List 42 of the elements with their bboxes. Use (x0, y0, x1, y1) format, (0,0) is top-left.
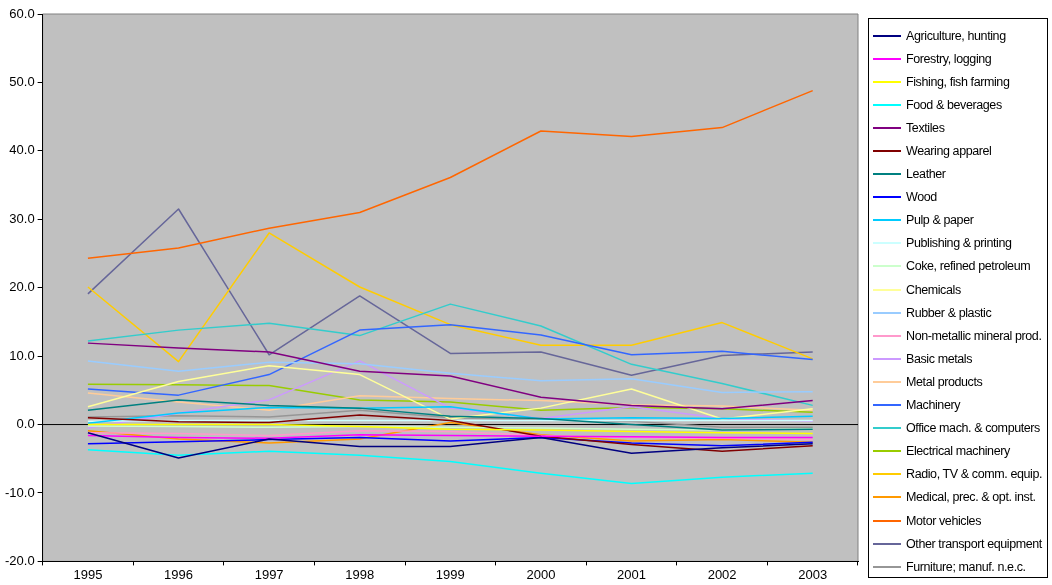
y-tick-label: 50.0 (9, 74, 35, 89)
x-tick-label: 2000 (526, 566, 556, 582)
y-tick-label: 10.0 (9, 347, 35, 363)
y-tick-label: -20.0 (4, 552, 35, 568)
legend-label: Furniture; manuf. n.e.c. (906, 559, 1026, 574)
legend-label: Wood (906, 190, 937, 205)
legend-label: Basic metals (906, 351, 973, 366)
legend-label: Office mach. & computers (906, 421, 1040, 436)
x-tick-label: 1997 (254, 566, 284, 582)
legend-label: Textiles (906, 120, 945, 135)
x-tick-label: 2001 (617, 566, 646, 582)
x-tick-label: 1996 (164, 566, 193, 582)
legend-label: Publishing & printing (906, 236, 1012, 251)
x-tick-label: 1999 (435, 566, 465, 582)
legend-label: Chemicals (906, 282, 961, 297)
legend-label: Motor vehicles (906, 513, 981, 528)
legend-label: Medical, prec. & opt. inst. (906, 490, 1036, 505)
legend-label: Radio, TV & comm. equip. (906, 467, 1043, 482)
x-tick-label: 1995 (73, 566, 103, 582)
legend-label: Non-metallic mineral prod. (906, 328, 1042, 343)
y-tick-label: 40.0 (9, 142, 35, 158)
legend-label: Coke, refined petroleum (906, 259, 1031, 274)
legend-label: Electrical machinery (906, 444, 1010, 459)
y-tick-label: 30.0 (9, 210, 35, 226)
x-tick-label: 2003 (798, 566, 828, 582)
legend-label: Food & beverages (906, 97, 1002, 112)
y-tick-label: 60.0 (9, 5, 35, 21)
legend-label: Pulp & paper (906, 213, 974, 228)
legend-label: Fishing, fish farming (906, 74, 1010, 89)
x-tick-label: 1998 (345, 566, 375, 582)
legend-label: Agriculture, hunting (906, 28, 1006, 43)
legend-label: Rubber & plastic (906, 305, 992, 320)
legend-label: Metal products (906, 374, 983, 389)
legend-label: Other transport equipment (906, 536, 1042, 551)
y-tick-label: 0.0 (16, 416, 35, 432)
legend-label: Forestry, logging (906, 51, 992, 66)
y-tick-label: -10.0 (4, 484, 35, 500)
x-tick-label: 2002 (707, 566, 737, 582)
legend-label: Machinery (906, 398, 961, 413)
legend-label: Wearing apparel (906, 144, 992, 159)
y-tick-label: 20.0 (9, 279, 35, 295)
legend-label: Leather (906, 167, 946, 182)
